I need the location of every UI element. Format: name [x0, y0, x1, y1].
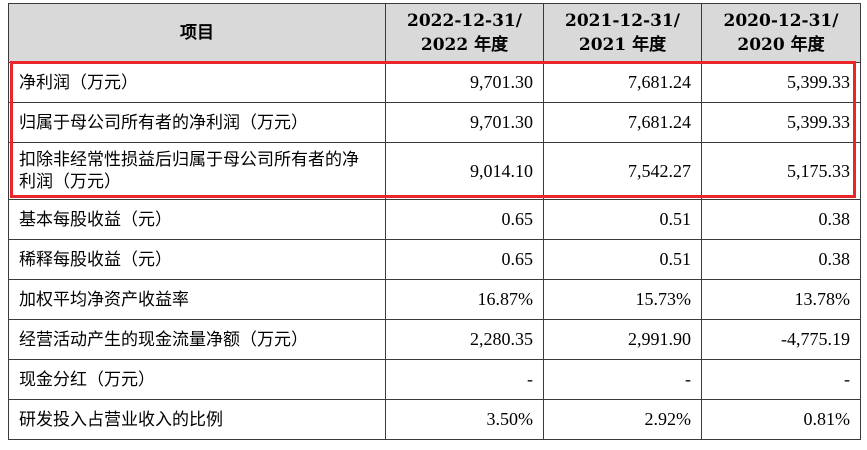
table-row: 研发投入占营业收入的比例 3.50% 2.92% 0.81%: [8, 399, 861, 440]
table-row: 稀释每股收益（元） 0.65 0.51 0.38: [8, 239, 861, 280]
cell-2022: 2,280.35: [385, 319, 544, 360]
table-row: 归属于母公司所有者的净利润（万元） 9,701.30 7,681.24 5,39…: [8, 102, 861, 143]
cell-2020: -4,775.19: [701, 319, 861, 360]
cell-2020: 5,175.33: [701, 142, 861, 200]
row-label: 加权平均净资产收益率: [8, 279, 386, 320]
row-label: 净利润（万元）: [8, 62, 386, 103]
table-row: 扣除非经常性损益后归属于母公司所有者的净利润（万元） 9,014.10 7,54…: [8, 142, 861, 200]
cell-2022: 9,701.30: [385, 62, 544, 103]
row-label: 经营活动产生的现金流量净额（万元）: [8, 319, 386, 360]
row-label: 扣除非经常性损益后归属于母公司所有者的净利润（万元）: [8, 142, 386, 200]
cell-2022: 9,014.10: [385, 142, 544, 200]
cell-2020: 0.38: [701, 239, 861, 280]
cell-2020: 0.38: [701, 199, 861, 240]
cell-2022: 3.50%: [385, 399, 544, 440]
cell-2021: 7,542.27: [543, 142, 702, 200]
table-header-row: 项目 2022-12-31/ 2022 年度 2021-12-31/ 2021 …: [8, 3, 861, 63]
header-2022-line2: 2022 年度: [420, 35, 509, 55]
cell-2020: 0.81%: [701, 399, 861, 440]
cell-2021: 15.73%: [543, 279, 702, 320]
cell-2022: -: [385, 359, 544, 400]
header-2020-line1: 2020-12-31/: [723, 11, 839, 31]
row-label: 现金分红（万元）: [8, 359, 386, 400]
cell-2021: 7,681.24: [543, 62, 702, 103]
cell-2022: 9,701.30: [385, 102, 544, 143]
cell-2020: 13.78%: [701, 279, 861, 320]
cell-2021: 0.51: [543, 199, 702, 240]
header-2020: 2020-12-31/ 2020 年度: [701, 3, 861, 63]
row-label: 研发投入占营业收入的比例: [8, 399, 386, 440]
table-row: 经营活动产生的现金流量净额（万元） 2,280.35 2,991.90 -4,7…: [8, 319, 861, 360]
table-row: 净利润（万元） 9,701.30 7,681.24 5,399.33: [8, 62, 861, 103]
header-2020-line2: 2020 年度: [737, 35, 825, 55]
cell-2021: 2,991.90: [543, 319, 702, 360]
row-label: 稀释每股收益（元）: [8, 239, 386, 280]
header-2021: 2021-12-31/ 2021 年度: [543, 3, 702, 63]
header-item: 项目: [8, 3, 386, 63]
cell-2021: 7,681.24: [543, 102, 702, 143]
cell-2020: 5,399.33: [701, 62, 861, 103]
cell-2020: -: [701, 359, 861, 400]
cell-2022: 16.87%: [385, 279, 544, 320]
table-row: 现金分红（万元） - - -: [8, 359, 861, 400]
cell-2021: -: [543, 359, 702, 400]
row-label: 归属于母公司所有者的净利润（万元）: [8, 102, 386, 143]
cell-2021: 0.51: [543, 239, 702, 280]
header-2022: 2022-12-31/ 2022 年度: [385, 3, 544, 63]
header-2021-line1: 2021-12-31/: [565, 11, 680, 31]
row-label: 基本每股收益（元）: [8, 199, 386, 240]
financial-indicators-table: 项目 2022-12-31/ 2022 年度 2021-12-31/ 2021 …: [8, 3, 861, 440]
header-2022-line1: 2022-12-31/: [407, 11, 522, 31]
header-2021-line2: 2021 年度: [578, 35, 667, 55]
table-row: 基本每股收益（元） 0.65 0.51 0.38: [8, 199, 861, 240]
cell-2021: 2.92%: [543, 399, 702, 440]
cell-2022: 0.65: [385, 239, 544, 280]
table-row: 加权平均净资产收益率 16.87% 15.73% 13.78%: [8, 279, 861, 320]
cell-2020: 5,399.33: [701, 102, 861, 143]
cell-2022: 0.65: [385, 199, 544, 240]
